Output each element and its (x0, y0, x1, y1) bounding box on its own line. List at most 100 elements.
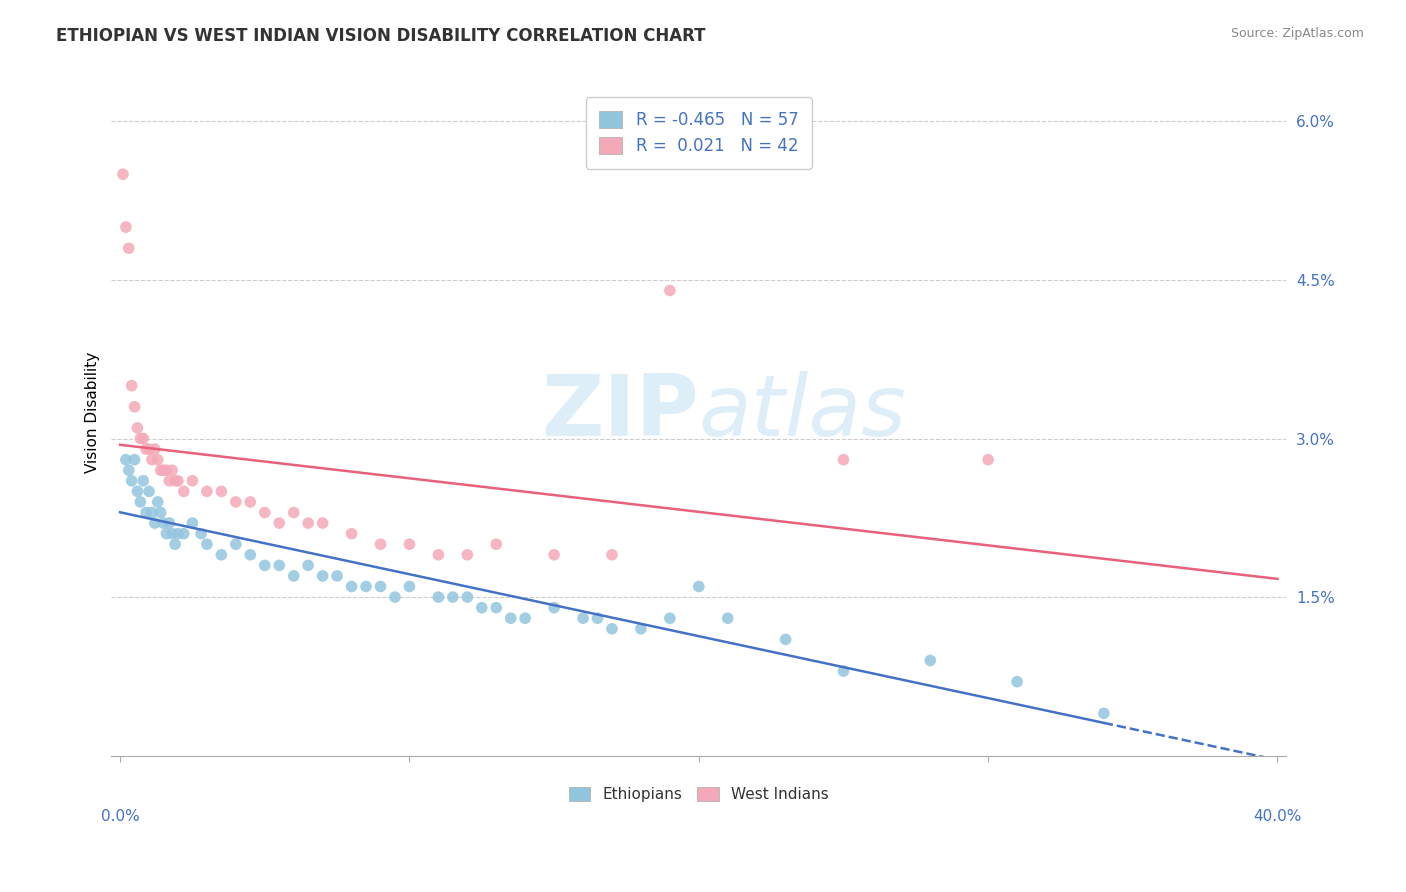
Point (173, 484, 195, 499)
Point (441, 590, 464, 604)
Point (297, 558, 319, 573)
Point (340, 580, 363, 594)
Point (543, 600, 565, 615)
Point (167, 526, 190, 541)
Point (165, 474, 187, 488)
Point (124, 400, 146, 414)
Point (658, 284, 681, 298)
Text: atlas: atlas (699, 370, 907, 454)
Point (253, 506, 276, 520)
Point (600, 548, 623, 562)
Point (129, 495, 152, 509)
Point (485, 537, 508, 551)
Point (1005, 674, 1028, 689)
Point (239, 548, 262, 562)
Point (155, 526, 177, 541)
Text: Source: ZipAtlas.com: Source: ZipAtlas.com (1230, 27, 1364, 40)
Point (195, 484, 218, 499)
Point (149, 506, 172, 520)
Text: 0.0%: 0.0% (101, 808, 139, 823)
Point (146, 452, 169, 467)
Text: ETHIOPIAN VS WEST INDIAN VISION DISABILITY CORRELATION CHART: ETHIOPIAN VS WEST INDIAN VISION DISABILI… (56, 27, 706, 45)
Point (471, 600, 494, 615)
Point (384, 590, 406, 604)
Point (127, 421, 149, 435)
Point (283, 569, 305, 583)
Point (181, 474, 204, 488)
Point (146, 495, 169, 509)
Point (600, 622, 623, 636)
Point (118, 241, 141, 255)
Point (195, 537, 218, 551)
Point (124, 452, 146, 467)
Point (173, 526, 195, 541)
Point (127, 484, 149, 499)
Point (160, 463, 183, 477)
Point (427, 590, 450, 604)
Point (132, 432, 155, 446)
Point (165, 537, 187, 551)
Point (920, 653, 942, 667)
Point (115, 452, 138, 467)
Point (427, 548, 450, 562)
Point (717, 611, 740, 625)
Point (283, 506, 305, 520)
Point (515, 611, 537, 625)
Point (354, 580, 377, 594)
Point (157, 474, 180, 488)
Point (832, 452, 855, 467)
Point (269, 516, 291, 530)
Point (225, 537, 247, 551)
Point (152, 463, 174, 477)
Point (456, 548, 478, 562)
Point (143, 516, 166, 530)
Point (135, 442, 157, 456)
Point (141, 452, 163, 467)
Point (297, 516, 319, 530)
Point (121, 378, 143, 392)
Point (311, 569, 333, 583)
Point (499, 611, 522, 625)
Point (398, 537, 420, 551)
Point (209, 484, 232, 499)
Point (118, 463, 141, 477)
Point (1092, 706, 1115, 721)
Point (160, 526, 183, 541)
Point (115, 220, 138, 235)
Point (181, 516, 204, 530)
Point (141, 506, 163, 520)
Point (370, 580, 392, 594)
Text: 40.0%: 40.0% (1253, 808, 1302, 823)
Point (340, 526, 363, 541)
Point (132, 474, 155, 488)
Point (167, 474, 190, 488)
Point (209, 548, 232, 562)
Point (630, 622, 652, 636)
Point (688, 580, 710, 594)
Legend: Ethiopians, West Indians: Ethiopians, West Indians (561, 780, 837, 810)
Point (143, 442, 166, 456)
Point (152, 516, 174, 530)
Point (977, 452, 1000, 467)
Point (157, 516, 180, 530)
Point (370, 537, 392, 551)
Point (121, 474, 143, 488)
Point (149, 463, 172, 477)
Y-axis label: Vision Disability: Vision Disability (86, 351, 100, 473)
Point (832, 664, 855, 678)
Point (253, 558, 276, 573)
Point (239, 495, 262, 509)
Point (269, 558, 291, 573)
Point (543, 548, 565, 562)
Point (138, 442, 160, 456)
Point (775, 632, 797, 647)
Text: ZIP: ZIP (541, 370, 699, 454)
Point (326, 569, 349, 583)
Point (311, 516, 333, 530)
Point (129, 432, 152, 446)
Point (225, 495, 247, 509)
Point (190, 526, 212, 541)
Point (398, 580, 420, 594)
Point (586, 611, 609, 625)
Point (138, 484, 160, 499)
